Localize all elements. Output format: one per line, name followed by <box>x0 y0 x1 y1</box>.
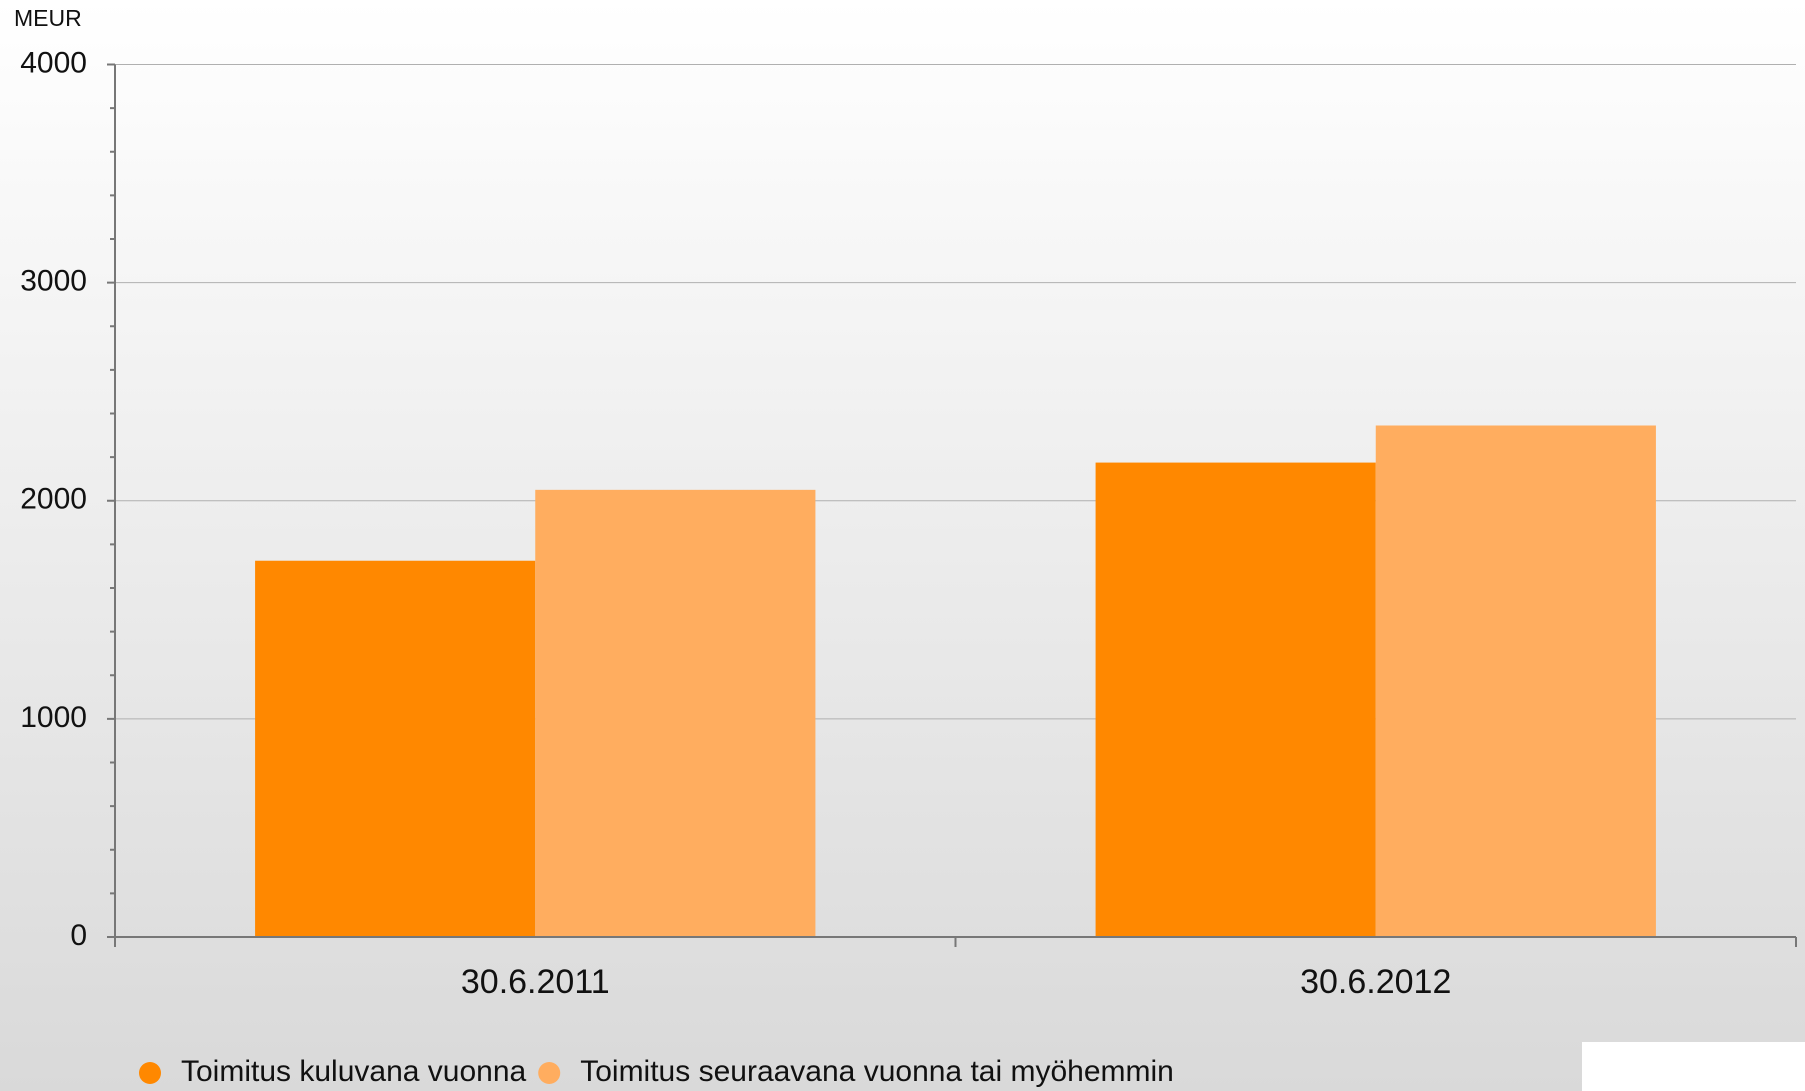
y-tick-label: 0 <box>70 919 87 952</box>
bar <box>535 489 816 937</box>
x-tick-label: 30.6.2011 <box>461 963 610 1001</box>
y-tick-label: 4000 <box>20 46 87 79</box>
y-tick-label: 3000 <box>20 265 87 298</box>
bar <box>255 560 536 937</box>
legend-label: Toimitus kuluvana vuonna <box>181 1055 527 1088</box>
y-tick-label: 1000 <box>20 701 87 734</box>
y-tick-label: 2000 <box>20 483 87 516</box>
logo-box <box>1582 1042 1805 1091</box>
bar <box>1095 462 1376 937</box>
legend-swatch <box>538 1062 561 1084</box>
legend-swatch <box>139 1062 161 1084</box>
y-axis-unit: MEUR <box>14 5 82 31</box>
bar <box>1375 425 1656 937</box>
x-tick-label: 30.6.2012 <box>1300 963 1451 1001</box>
legend-label: Toimitus seuraavana vuonna tai myöhemmin <box>580 1055 1174 1088</box>
